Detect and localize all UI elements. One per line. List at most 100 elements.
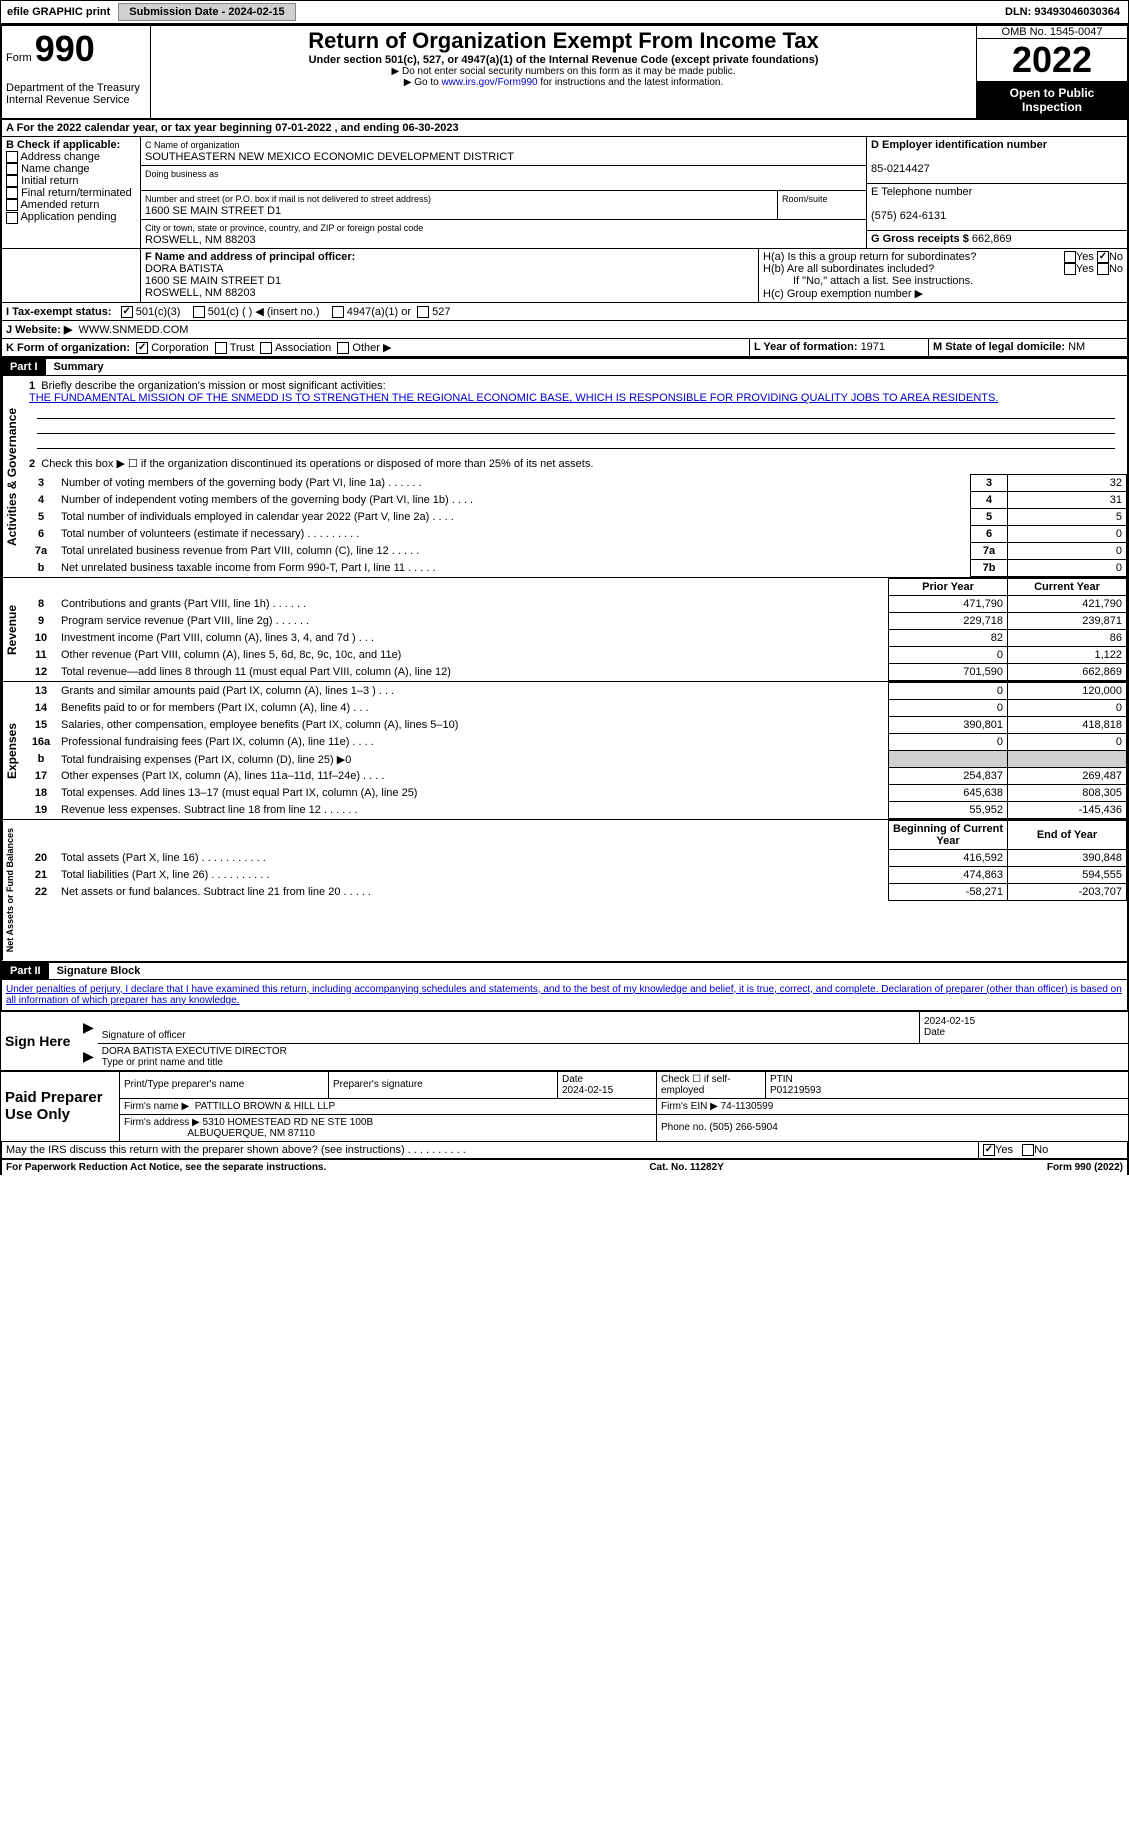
address-change-checkbox[interactable] — [6, 151, 18, 163]
line-num: b — [25, 751, 57, 768]
declaration-text: Under penalties of perjury, I declare th… — [6, 984, 1122, 1006]
form-number: 990 — [35, 28, 95, 69]
line-label: Revenue less expenses. Subtract line 18 … — [57, 802, 889, 819]
line-value: 0 — [1008, 543, 1127, 560]
arrow-icon: ▶ — [83, 1019, 94, 1035]
submission-date-button[interactable]: Submission Date - 2024-02-15 — [118, 3, 295, 21]
telephone: (575) 624-6131 — [871, 210, 946, 222]
line-num: 20 — [25, 850, 57, 867]
line-label: Total number of volunteers (estimate if … — [57, 526, 971, 543]
ein: 85-0214427 — [871, 163, 930, 175]
line-label: Net unrelated business taxable income fr… — [57, 560, 971, 577]
initial-return-checkbox[interactable] — [6, 175, 18, 187]
period-begin: 07-01-2022 — [275, 122, 331, 134]
firm-name-label: Firm's name ▶ — [124, 1101, 189, 1112]
firm-name: PATTILLO BROWN & HILL LLP — [195, 1101, 335, 1112]
other-checkbox[interactable] — [337, 342, 349, 354]
col-header: End of Year — [1008, 821, 1127, 850]
box-f-label: F Name and address of principal officer: — [145, 251, 355, 263]
may-irs-no-checkbox[interactable] — [1022, 1144, 1034, 1156]
line-label: Investment income (Part VIII, column (A)… — [57, 630, 889, 647]
line1-num: 1 — [29, 380, 35, 392]
527-label: 527 — [432, 306, 450, 318]
note2-suffix: for instructions and the latest informat… — [540, 77, 723, 88]
line-value: 31 — [1008, 492, 1127, 509]
current-value: 808,305 — [1008, 785, 1127, 802]
col-header: Prior Year — [889, 579, 1008, 596]
line-label: Benefits paid to or for members (Part IX… — [57, 700, 889, 717]
street-address: 1600 SE MAIN STREET D1 — [145, 205, 281, 217]
current-value: 421,790 — [1008, 596, 1127, 613]
box-c-label: C Name of organization — [145, 140, 240, 150]
prior-value: 390,801 — [889, 717, 1008, 734]
open-inspection: Open to Public Inspection — [977, 82, 1127, 118]
line-box: 3 — [971, 475, 1008, 492]
line-num: 9 — [25, 613, 57, 630]
preparer-sig-label: Preparer's signature — [333, 1079, 423, 1090]
assoc-checkbox[interactable] — [260, 342, 272, 354]
firm-ein: 74-1130599 — [721, 1101, 774, 1112]
501c-checkbox[interactable] — [193, 306, 205, 318]
period-end: 06-30-2023 — [402, 122, 458, 134]
line-value: 5 — [1008, 509, 1127, 526]
line-num: 11 — [25, 647, 57, 664]
part2-title: Signature Block — [49, 965, 141, 977]
box-l-label: L Year of formation: — [754, 341, 861, 353]
line-num: 22 — [25, 884, 57, 901]
prior-value: 701,590 — [889, 664, 1008, 681]
line-num: 16a — [25, 734, 57, 751]
room-label: Room/suite — [782, 194, 828, 204]
4947a1-checkbox[interactable] — [332, 306, 344, 318]
officer-addr1: 1600 SE MAIN STREET D1 — [145, 275, 281, 287]
501c3-checkbox[interactable] — [121, 306, 133, 318]
prep-date-label: Date — [562, 1074, 583, 1085]
may-irs-no: No — [1034, 1144, 1048, 1156]
final-return-checkbox[interactable] — [6, 187, 18, 199]
prior-value: 0 — [889, 647, 1008, 664]
ptin-value: P01219593 — [770, 1085, 821, 1096]
name-change-label: Name change — [21, 163, 90, 175]
vert-activities: Activities & Governance — [2, 376, 25, 577]
dept-label: Department of the Treasury — [6, 82, 140, 94]
officer-addr2: ROSWELL, NM 88203 — [145, 287, 256, 299]
hb-no-label: No — [1109, 263, 1123, 275]
firm-addr2: ALBUQUERQUE, NM 87110 — [187, 1128, 315, 1139]
note1: ▶ Do not enter social security numbers o… — [155, 66, 972, 77]
current-value: 418,818 — [1008, 717, 1127, 734]
line-num: 17 — [25, 768, 57, 785]
prior-value: -58,271 — [889, 884, 1008, 901]
line-num: 4 — [25, 492, 57, 509]
line-value: 0 — [1008, 560, 1127, 577]
corp-checkbox[interactable] — [136, 342, 148, 354]
form990-link[interactable]: www.irs.gov/Form990 — [441, 77, 537, 88]
amended-return-label: Amended return — [20, 199, 99, 211]
ha-no-checkbox[interactable] — [1097, 251, 1109, 263]
ha-yes-checkbox[interactable] — [1064, 251, 1076, 263]
amended-return-checkbox[interactable] — [6, 199, 18, 211]
4947a1-label: 4947(a)(1) or — [347, 306, 411, 318]
line-num: 10 — [25, 630, 57, 647]
ptin-label: PTIN — [770, 1074, 793, 1085]
application-pending-checkbox[interactable] — [6, 212, 18, 224]
hb-no-checkbox[interactable] — [1097, 263, 1109, 275]
current-value: 120,000 — [1008, 683, 1127, 700]
period-end-label: , and ending — [335, 122, 403, 134]
name-change-checkbox[interactable] — [6, 163, 18, 175]
prior-value: 474,863 — [889, 867, 1008, 884]
note2-prefix: ▶ Go to — [404, 77, 442, 88]
vert-revenue: Revenue — [2, 578, 25, 681]
form-subtitle: Under section 501(c), 527, or 4947(a)(1)… — [155, 54, 972, 66]
form-title: Return of Organization Exempt From Incom… — [155, 28, 972, 54]
officer-name: DORA BATISTA — [145, 263, 223, 275]
527-checkbox[interactable] — [417, 306, 429, 318]
hb-yes-checkbox[interactable] — [1064, 263, 1076, 275]
year-formation: 1971 — [861, 341, 885, 353]
cat-no: Cat. No. 11282Y — [649, 1162, 723, 1173]
vert-netassets: Net Assets or Fund Balances — [2, 820, 25, 960]
line-num: 15 — [25, 717, 57, 734]
may-irs-yes-checkbox[interactable] — [983, 1144, 995, 1156]
trust-checkbox[interactable] — [215, 342, 227, 354]
sign-here-label: Sign Here — [5, 1033, 70, 1049]
print-name-label: Print/Type preparer's name — [124, 1079, 244, 1090]
line-num: 6 — [25, 526, 57, 543]
